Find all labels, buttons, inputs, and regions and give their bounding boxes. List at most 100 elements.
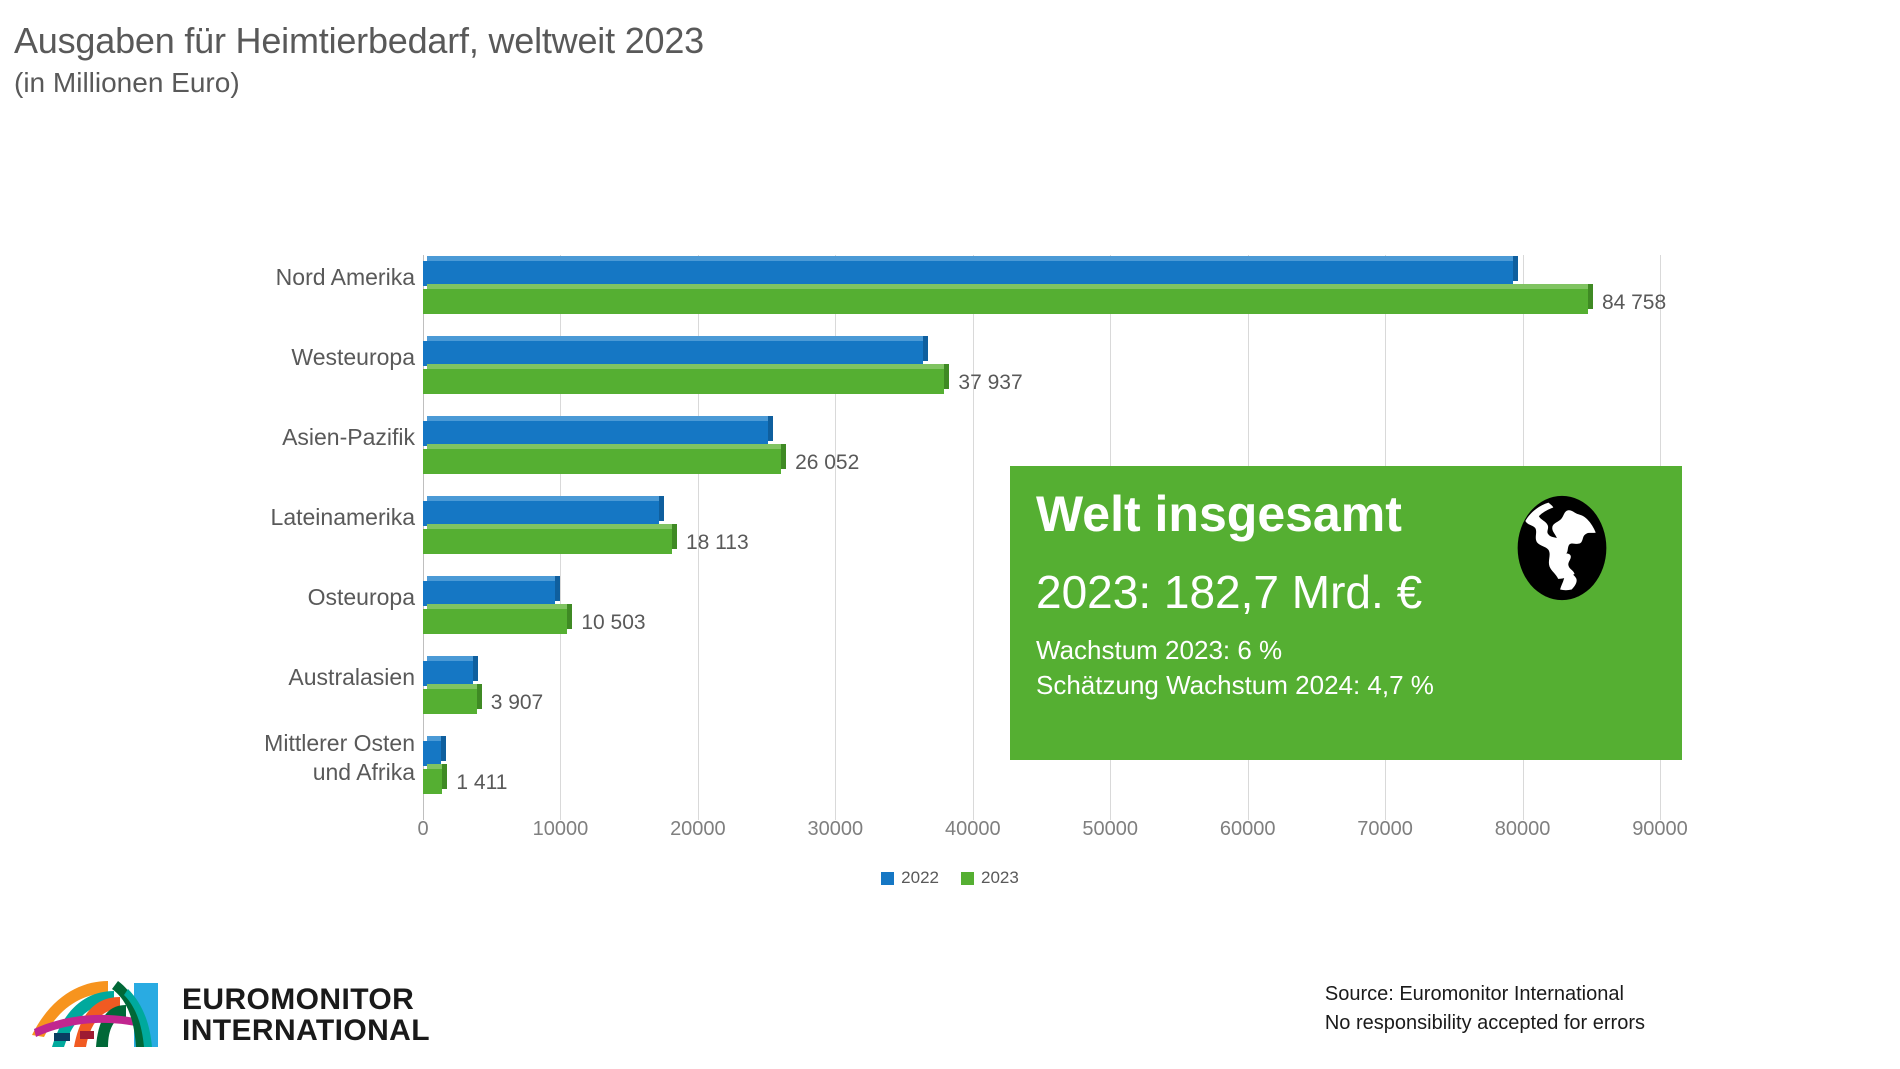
category-label: Osteuropa xyxy=(307,584,415,610)
x-tick-label: 70000 xyxy=(1357,818,1413,840)
bar-value-label: 3 907 xyxy=(490,691,544,714)
chart-bar-row: Australasien 3 907 xyxy=(0,653,1900,727)
x-tick-label: 40000 xyxy=(944,818,1001,840)
bar-2022[interactable] xyxy=(423,416,773,446)
source-line-2: No responsibility accepted for errors xyxy=(1324,1012,1645,1034)
x-axis-tick-labels: 0 10000 20000 30000 40000 50000 60000 70000 8000… xyxy=(417,818,1687,852)
x-tick-label: 50000 xyxy=(1082,818,1139,840)
legend-item-2023[interactable]: 2023 xyxy=(961,868,1019,888)
bar-2023[interactable] xyxy=(423,604,573,634)
bar-top-face xyxy=(427,364,949,369)
bar-top-face xyxy=(427,416,772,421)
bar-value-label: 37 937 xyxy=(958,371,1023,394)
category-label: Mittlerer Osten und Afrika xyxy=(264,730,415,785)
bar-2022[interactable] xyxy=(423,336,929,366)
bar-side-face xyxy=(476,684,482,709)
x-tick-label: 20000 xyxy=(670,818,726,840)
chart-plot-area: Nord Amerika 84 758 Westeuropa 37 937 Asien-… xyxy=(0,245,1900,885)
bar-2023[interactable] xyxy=(423,524,677,554)
category-label: Lateinamerika xyxy=(270,504,415,530)
bar-value-label: 1 411 xyxy=(456,771,508,794)
chart-bar-row: Lateinamerika 18 113 xyxy=(0,493,1900,567)
bar-2022[interactable] xyxy=(423,256,1518,286)
bar-value-label: 26 052 xyxy=(795,451,860,474)
bar-value-label: 84 758 xyxy=(1601,291,1667,314)
bar-top-face xyxy=(427,656,477,661)
legend-label-2023: 2023 xyxy=(981,868,1019,887)
bar-side-face xyxy=(440,736,446,761)
bar-side-face xyxy=(442,764,448,789)
logo-line-1: EUROMONITOR xyxy=(182,982,415,1016)
bar-side-face xyxy=(767,416,773,441)
bar-2023[interactable] xyxy=(423,684,482,714)
bar-front-face xyxy=(423,341,924,366)
bar-top-face xyxy=(427,604,572,609)
bar-top-face xyxy=(427,284,1592,289)
source-note: Source: Euromonitor International No res… xyxy=(1325,980,1645,1038)
bar-value-label: 10 503 xyxy=(581,611,646,634)
bar-front-face xyxy=(423,661,473,686)
chart-bar-row: Westeuropa 37 937 xyxy=(0,333,1900,407)
bar-front-face xyxy=(423,769,443,794)
bar-top-face xyxy=(427,764,447,769)
bar-side-face xyxy=(944,364,950,389)
bar-2023[interactable] xyxy=(423,764,448,794)
category-label: Nord Amerika xyxy=(275,264,415,290)
bar-top-face xyxy=(427,736,445,741)
bar-front-face xyxy=(423,581,555,606)
bar-2022[interactable] xyxy=(423,736,446,766)
source-line-1: Source: Euromonitor International xyxy=(1324,983,1624,1005)
category-label: Australasien xyxy=(288,664,415,690)
bar-front-face xyxy=(423,741,441,766)
bar-top-face xyxy=(427,256,1517,261)
bar-top-face xyxy=(427,524,676,529)
callout-heading: Welt insgesamt xyxy=(1036,486,1402,542)
chart-bar-row: Osteuropa 10 503 xyxy=(0,573,1900,647)
euromonitor-logo: EUROMONITOR INTERNATIONAL xyxy=(30,975,430,1055)
bar-2023[interactable] xyxy=(423,444,787,474)
legend-item-2022[interactable]: 2022 xyxy=(881,868,939,888)
bar-side-face xyxy=(1512,256,1518,281)
chart-subtitle: (in Millionen Euro) xyxy=(14,67,240,99)
gridline xyxy=(835,255,837,820)
bar-front-face xyxy=(423,369,945,394)
x-tick-label: 80000 xyxy=(1494,818,1551,840)
world-total-callout: Welt insgesamt 2023: 182,7 Mrd. € Wachst… xyxy=(1010,466,1682,760)
bar-2023[interactable] xyxy=(423,364,950,394)
euromonitor-logo-mark xyxy=(32,981,158,1047)
bar-2022[interactable] xyxy=(423,496,665,526)
bar-front-face xyxy=(423,421,768,446)
x-tick-label: 10000 xyxy=(532,818,589,840)
callout-value: 2023: 182,7 Mrd. € xyxy=(1036,565,1423,618)
bar-front-face xyxy=(423,689,477,714)
bar-top-face xyxy=(427,336,928,341)
globe-icon xyxy=(1517,495,1607,601)
title-block: Ausgaben für Heimtierbedarf, weltweit 20… xyxy=(14,20,704,100)
callout-growth-2023: Wachstum 2023: 6 % xyxy=(1036,635,1283,666)
legend-swatch-2023 xyxy=(961,871,974,885)
bar-value-label: 18 113 xyxy=(685,531,749,554)
bar-top-face xyxy=(427,684,481,689)
bar-side-face xyxy=(923,336,929,361)
chart-legend: 2022 2023 xyxy=(0,868,1900,888)
category-label: Asien-Pazifik xyxy=(282,424,415,450)
legend-label-2022: 2022 xyxy=(901,868,939,887)
chart-bar-row: Nord Amerika 84 758 xyxy=(0,253,1900,327)
gridline xyxy=(697,255,699,820)
x-tick-label: 60000 xyxy=(1219,818,1276,840)
gridline xyxy=(972,255,974,820)
bar-front-face xyxy=(423,501,660,526)
bar-2022[interactable] xyxy=(423,656,478,686)
bar-side-face xyxy=(1587,284,1593,309)
bar-2022[interactable] xyxy=(423,576,560,606)
bar-top-face xyxy=(427,444,786,449)
page-title: Ausgaben für Heimtierbedarf, weltweit 20… xyxy=(14,20,704,61)
bar-front-face xyxy=(423,289,1588,314)
legend-swatch-2022 xyxy=(881,871,895,885)
category-label: Westeuropa xyxy=(291,344,415,370)
bar-2023[interactable] xyxy=(423,284,1593,314)
bar-front-face xyxy=(423,261,1513,286)
bar-side-face xyxy=(472,656,478,681)
bar-front-face xyxy=(423,449,782,474)
logo-line-2: INTERNATIONAL xyxy=(182,1014,430,1047)
